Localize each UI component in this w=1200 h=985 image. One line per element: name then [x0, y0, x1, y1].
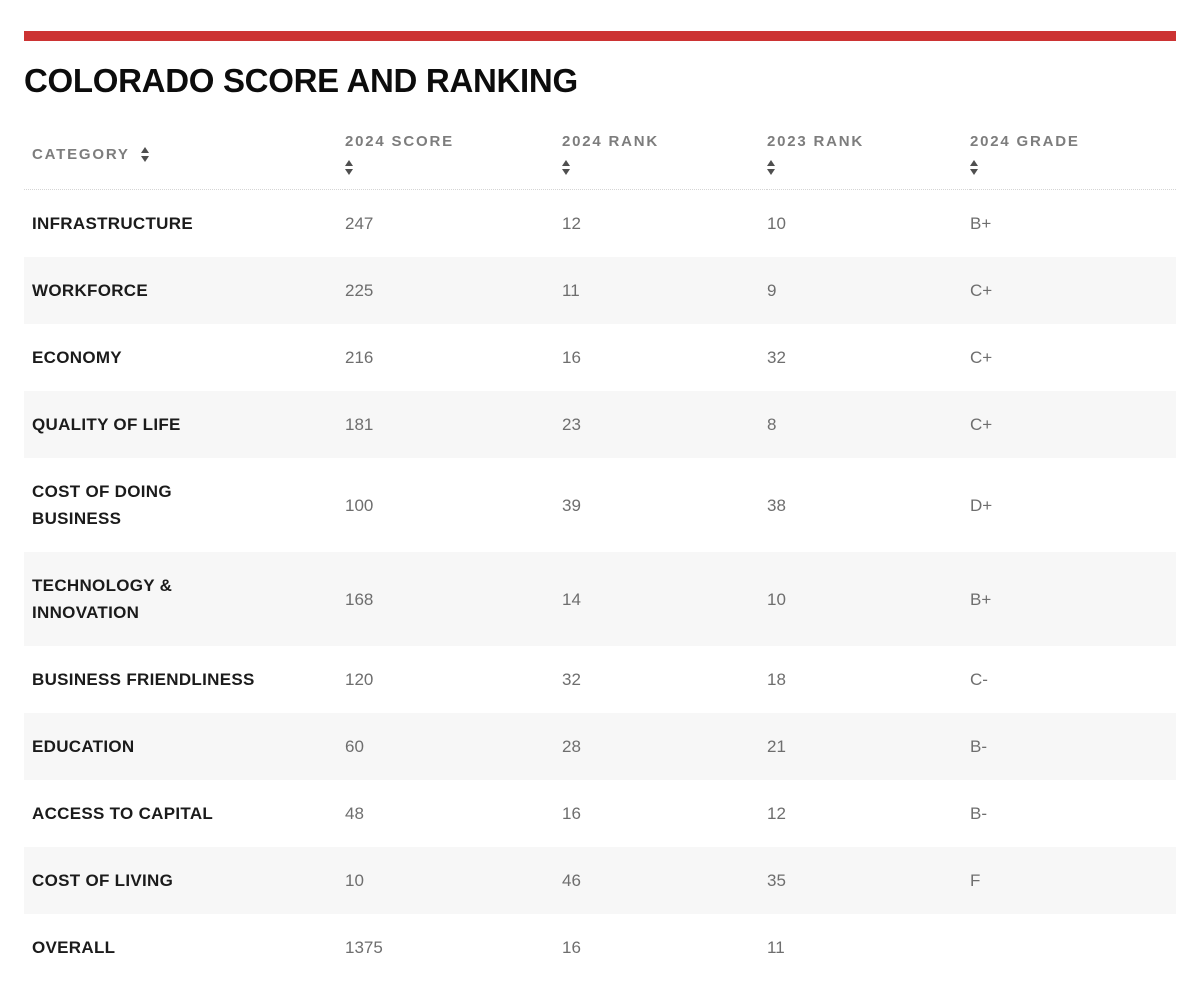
rank-2024-cell: 11: [562, 281, 580, 300]
sort-arrows-icon: [140, 146, 149, 162]
rank-2024-cell: 14: [562, 589, 581, 609]
table-body: INFRASTRUCTURE 247 12 10 B+ WORKFORCE 225 11 9 C+…: [24, 190, 1176, 982]
score-2024-cell: 216: [345, 348, 374, 367]
table-row: ECONOMY 216 16 32 C+: [24, 324, 1176, 391]
sort-ascending-icon: [970, 160, 978, 166]
score-2024-cell: 181: [345, 415, 374, 434]
grade-2024-cell: C+: [970, 415, 993, 434]
column-header-2023-rank[interactable]: 2023 RANK: [767, 115, 970, 190]
grade-2024-cell: D+: [970, 495, 993, 515]
grade-2024-cell: [970, 914, 1176, 981]
rank-2024-cell: 46: [562, 871, 581, 890]
grade-2024-cell: B+: [970, 589, 992, 609]
rank-2023-cell: 11: [767, 938, 785, 957]
column-header-label: 2024 GRADE: [970, 133, 1080, 150]
category-cell: INFRASTRUCTURE: [32, 214, 193, 233]
score-2024-cell: 10: [345, 871, 364, 890]
rank-2024-cell: 12: [562, 214, 581, 233]
grade-2024-cell: C+: [970, 348, 993, 367]
rank-2024-cell: 16: [562, 348, 581, 367]
score-ranking-table: CATEGORY 2024 SCORE 2024 RANK: [24, 115, 1176, 981]
sort-ascending-icon: [767, 160, 775, 166]
sort-ascending-icon: [140, 146, 149, 153]
column-header-label: 2024 SCORE: [345, 133, 454, 150]
score-2024-cell: 1375: [345, 938, 383, 957]
table-row: EDUCATION 60 28 21 B-: [24, 713, 1176, 780]
column-header-label: 2023 RANK: [767, 133, 865, 150]
category-cell: WORKFORCE: [32, 281, 149, 300]
score-2024-cell: 247: [345, 214, 374, 233]
rank-2024-cell: 39: [562, 495, 581, 515]
category-cell: QUALITY OF LIFE: [32, 415, 181, 434]
score-2024-cell: 100: [345, 495, 374, 515]
rank-2023-cell: 18: [767, 670, 786, 689]
grade-2024-cell: B-: [970, 737, 987, 756]
column-header-2024-rank[interactable]: 2024 RANK: [562, 115, 767, 190]
rank-2024-cell: 16: [562, 938, 581, 957]
category-cell: ACCESS TO CAPITAL: [32, 804, 214, 823]
page-title: COLORADO SCORE AND RANKING: [24, 62, 578, 99]
score-2024-cell: 60: [345, 737, 364, 756]
table-row: WORKFORCE 225 11 9 C+: [24, 257, 1176, 324]
sort-arrows-icon: [970, 160, 978, 175]
category-cell: COST OF DOING BUSINESS: [32, 482, 172, 528]
category-cell: ECONOMY: [32, 348, 122, 367]
rank-2023-cell: 10: [767, 214, 786, 233]
column-header-2024-grade[interactable]: 2024 GRADE: [970, 115, 1176, 190]
table-row: OVERALL 1375 16 11: [24, 914, 1176, 981]
sort-ascending-icon: [345, 160, 353, 166]
accent-bar: [24, 31, 1176, 41]
category-cell: EDUCATION: [32, 737, 135, 756]
sort-descending-icon: [562, 169, 570, 175]
table-row: BUSINESS FRIENDLINESS 120 32 18 C-: [24, 646, 1176, 713]
table-row: QUALITY OF LIFE 181 23 8 C+: [24, 391, 1176, 458]
sort-descending-icon: [140, 155, 149, 162]
category-cell: BUSINESS FRIENDLINESS: [32, 670, 255, 689]
sort-arrows-icon: [345, 160, 353, 175]
rank-2023-cell: 21: [767, 737, 786, 756]
table-header-row: CATEGORY 2024 SCORE 2024 RANK: [24, 115, 1176, 190]
grade-2024-cell: B-: [970, 804, 987, 823]
rank-2023-cell: 10: [767, 589, 786, 609]
category-cell: TECHNOLOGY & INNOVATION: [32, 576, 173, 622]
table-row: COST OF DOING BUSINESS 100 39 38 D+: [24, 458, 1176, 552]
rank-2023-cell: 8: [767, 415, 777, 434]
rank-2023-cell: 32: [767, 348, 786, 367]
grade-2024-cell: C-: [970, 670, 988, 689]
score-2024-cell: 168: [345, 589, 374, 609]
category-cell: COST OF LIVING: [32, 871, 174, 890]
column-header-label: 2024 RANK: [562, 133, 660, 150]
table-row: TECHNOLOGY & INNOVATION 168 14 10 B+: [24, 552, 1176, 646]
rank-2023-cell: 38: [767, 495, 786, 515]
table-row: ACCESS TO CAPITAL 48 16 12 B-: [24, 780, 1176, 847]
grade-2024-cell: F: [970, 871, 981, 890]
sort-arrows-icon: [562, 160, 570, 175]
sort-descending-icon: [767, 169, 775, 175]
sort-descending-icon: [970, 169, 978, 175]
column-header-category[interactable]: CATEGORY: [24, 115, 345, 190]
sort-arrows-icon: [767, 160, 775, 175]
table-row: COST OF LIVING 10 46 35 F: [24, 847, 1176, 914]
category-cell: OVERALL: [32, 938, 116, 957]
grade-2024-cell: C+: [970, 281, 993, 300]
column-header-2024-score[interactable]: 2024 SCORE: [345, 115, 562, 190]
sort-ascending-icon: [562, 160, 570, 166]
table-row: INFRASTRUCTURE 247 12 10 B+: [24, 190, 1176, 258]
grade-2024-cell: B+: [970, 214, 992, 233]
column-header-label: CATEGORY: [32, 145, 130, 163]
rank-2023-cell: 9: [767, 281, 777, 300]
rank-2024-cell: 32: [562, 670, 581, 689]
rank-2024-cell: 28: [562, 737, 581, 756]
rank-2024-cell: 16: [562, 804, 581, 823]
score-2024-cell: 225: [345, 281, 374, 300]
score-2024-cell: 48: [345, 804, 364, 823]
rank-2024-cell: 23: [562, 415, 581, 434]
score-2024-cell: 120: [345, 670, 374, 689]
rank-2023-cell: 12: [767, 804, 786, 823]
rank-2023-cell: 35: [767, 871, 786, 890]
sort-descending-icon: [345, 169, 353, 175]
